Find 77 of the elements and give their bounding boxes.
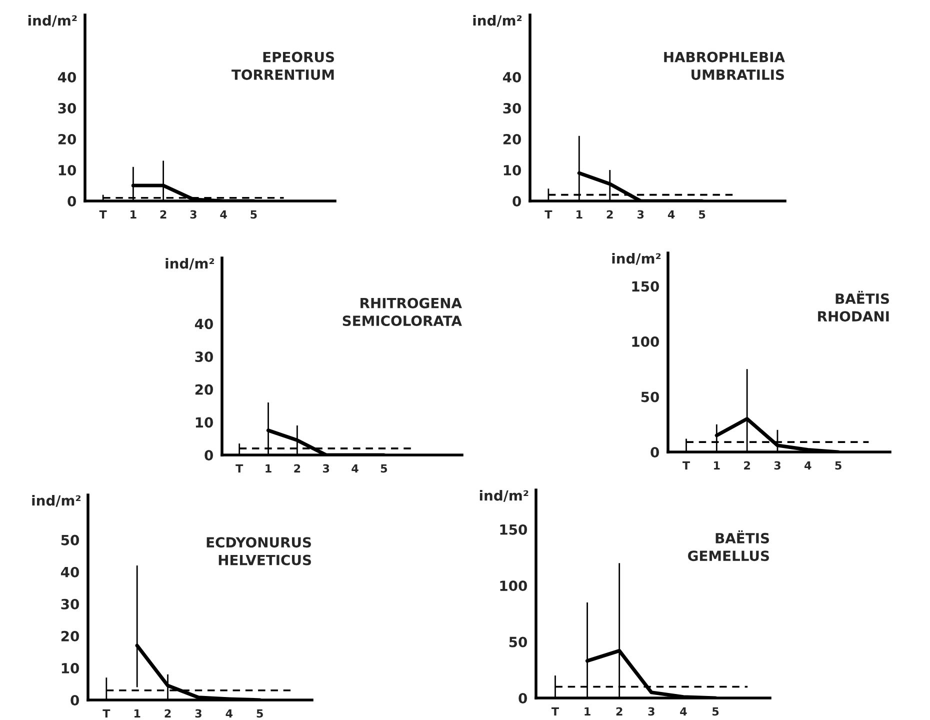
y-tick-label: 0	[70, 694, 80, 706]
y-tick-label: 10	[62, 662, 80, 674]
y-tick-label: 30	[503, 102, 522, 114]
x-tick-label: 5	[699, 210, 706, 219]
text: BAËTIS GEMELLUS	[688, 530, 769, 562]
x-tick-label: T	[236, 464, 244, 472]
y-tick-label: 40	[58, 72, 76, 82]
text: HABROPHLEBIA UMBRATILIS	[664, 52, 785, 80]
y-axis-title: ind/m²	[32, 495, 80, 507]
x-tick-label: 2	[744, 461, 750, 470]
y-axis-title: ind/m²	[480, 490, 528, 502]
x-tick-label: 5	[256, 709, 263, 718]
x-tick-label: 2	[616, 707, 622, 716]
x-tick-label: 4	[226, 709, 233, 718]
y-tick-label: 50	[61, 534, 80, 546]
x-tick-label: 4	[680, 707, 687, 716]
y-tick-label: 10	[58, 164, 76, 176]
x-tick-label: 3	[190, 210, 196, 219]
x-tick-label: 5	[835, 461, 842, 470]
x-tick-label: 1	[584, 707, 590, 716]
y-tick-label: 10	[504, 164, 522, 176]
x-tick-label: T	[682, 461, 690, 470]
x-tick-label: 4	[804, 461, 812, 470]
x-tick-label: 5	[250, 210, 257, 219]
x-tick-label: 2	[294, 464, 300, 472]
text: RHITROGENA SEMICOLORATA	[342, 298, 462, 326]
y-axis-title: ind/m²	[473, 15, 522, 27]
text: EPEORUS TORRENTIUM	[232, 52, 334, 80]
text: ECDYONURUS HELVETICUS	[206, 537, 311, 566]
x-tick-label: 1	[134, 709, 140, 718]
x-tick-label: 3	[195, 709, 202, 718]
y-tick-label: 0	[650, 446, 660, 458]
y-tick-label: 30	[58, 102, 76, 114]
x-tick-label: 1	[130, 210, 136, 218]
y-axis-title: ind/m²	[28, 15, 77, 27]
y-tick-label: 150	[500, 524, 528, 535]
x-tick-label: 2	[160, 210, 166, 218]
x-tick-label: 4	[668, 210, 675, 218]
y-tick-label: 20	[61, 630, 80, 642]
x-tick-label: T	[544, 210, 552, 218]
y-tick-label: 0	[518, 692, 528, 704]
y-axis-title: ind/m²	[166, 258, 214, 270]
y-tick-label: 20	[58, 134, 76, 144]
y-tick-label: 50	[509, 636, 528, 648]
y-tick-label: 30	[61, 598, 80, 610]
x-tick-label: 1	[576, 210, 582, 218]
y-tick-label: 30	[195, 351, 214, 362]
y-tick-label: 100	[500, 580, 528, 592]
x-tick-label: 3	[637, 210, 644, 219]
y-tick-label: 100	[632, 336, 660, 347]
y-tick-label: 0	[512, 196, 522, 206]
y-tick-label: 0	[68, 196, 76, 206]
y-tick-label: 10	[196, 417, 214, 428]
y-tick-label: 20	[503, 134, 522, 144]
x-tick-label: T	[99, 210, 107, 218]
x-tick-label: 4	[352, 464, 358, 472]
x-tick-label: 2	[164, 709, 171, 718]
y-tick-label: 20	[195, 384, 214, 395]
x-tick-label: T	[551, 707, 559, 716]
y-tick-label: 40	[194, 318, 214, 330]
x-tick-label: 5	[712, 707, 719, 716]
y-axis-title: ind/m²	[612, 253, 661, 265]
y-tick-label: 0	[204, 450, 214, 460]
x-tick-label: 4	[220, 210, 227, 218]
y-tick-label: 150	[632, 281, 660, 292]
x-tick-label: 2	[606, 210, 613, 218]
x-tick-label: 3	[648, 707, 654, 716]
x-tick-label: 5	[380, 464, 388, 473]
x-tick-label: 3	[774, 461, 780, 470]
x-tick-label: T	[102, 709, 110, 718]
text: BAËTIS RHODANI	[818, 290, 889, 322]
x-tick-label: 3	[322, 464, 330, 473]
x-tick-label: 1	[266, 464, 272, 472]
y-tick-label: 40	[60, 566, 80, 578]
y-tick-label: 50	[641, 392, 660, 402]
x-tick-label: 1	[714, 461, 720, 470]
y-tick-label: 40	[502, 72, 522, 82]
